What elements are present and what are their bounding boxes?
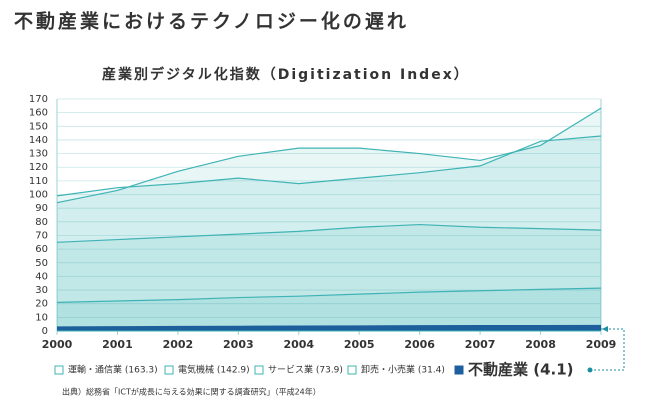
series-line <box>56 287 602 303</box>
y-tick-label: 20 <box>35 299 48 310</box>
x-tick-label: 2003 <box>223 338 254 351</box>
series-line <box>56 223 602 243</box>
legend-label: 不動産業 (4.1) <box>468 361 574 379</box>
plot-area: 0 10 20 30 40 50 60 70 80 90 100 110 120 130 140 150 160… <box>29 94 616 351</box>
y-tick-label: 160 <box>29 108 48 119</box>
y-tick-label: 80 <box>35 217 48 228</box>
x-tick-label: 2006 <box>404 338 435 351</box>
y-tick-label: 130 <box>29 149 48 160</box>
y-tick-label: 170 <box>29 94 48 105</box>
y-tick-label: 0 <box>42 326 48 337</box>
x-tick-label: 2000 <box>42 338 73 351</box>
legend-label: 運輸・通信業 (163.3) <box>68 364 158 376</box>
x-tick-label: 2005 <box>344 338 375 351</box>
legend-swatch <box>454 365 464 375</box>
y-tick-label: 100 <box>29 190 48 201</box>
legend-swatch <box>347 365 357 375</box>
area-fill <box>57 288 601 331</box>
area-fill <box>57 108 601 332</box>
x-tick-label: 2002 <box>163 338 194 351</box>
legend: 運輸・通信業 (163.3) 電気機械 (142.9) サービス業 (73.9) 卸売… <box>54 326 625 379</box>
legend-label: サービス業 (73.9) <box>268 364 343 376</box>
series-line <box>56 107 602 204</box>
y-tick-label: 50 <box>35 258 48 269</box>
source-note: 出典）総務省「ICTが成長に与える効果に関する調査研究」（平成24年） <box>62 387 321 397</box>
y-tick-label: 30 <box>35 285 48 296</box>
area-fill <box>57 135 601 331</box>
legend-swatch <box>54 365 64 375</box>
y-tick-label: 120 <box>29 162 48 173</box>
y-tick-label: 150 <box>29 121 48 132</box>
y-tick-label: 110 <box>29 176 48 187</box>
x-tick-label: 2001 <box>102 338 133 351</box>
area-fill <box>57 224 601 331</box>
x-tick-label: 2008 <box>525 338 556 351</box>
x-tick-label: 2009 <box>586 338 617 351</box>
series-line <box>56 324 602 328</box>
legend-label: 電気機械 (142.9) <box>178 364 250 376</box>
pointer-arrow <box>592 328 625 371</box>
y-tick-label: 90 <box>35 203 48 214</box>
x-tick-label: 2007 <box>465 338 496 351</box>
legend-swatch <box>164 365 174 375</box>
y-tick-label: 70 <box>35 230 48 241</box>
x-tick-label: 2004 <box>283 338 314 351</box>
y-tick-label: 60 <box>35 244 48 255</box>
legend-label: 卸売・小売業 (31.4) <box>361 364 445 376</box>
legend-swatch <box>254 365 264 375</box>
chart-title: 不動産業におけるテクノロジー化の遅れ <box>14 10 409 33</box>
series-line <box>56 135 602 197</box>
y-tick-label: 10 <box>35 312 48 323</box>
pointer-head <box>602 326 608 332</box>
chart-subtitle: 産業別デジタル化指数（Digitization Index） <box>102 66 470 83</box>
y-tick-label: 140 <box>29 135 48 146</box>
y-tick-label: 40 <box>35 271 48 282</box>
pointer-dot <box>587 367 593 373</box>
